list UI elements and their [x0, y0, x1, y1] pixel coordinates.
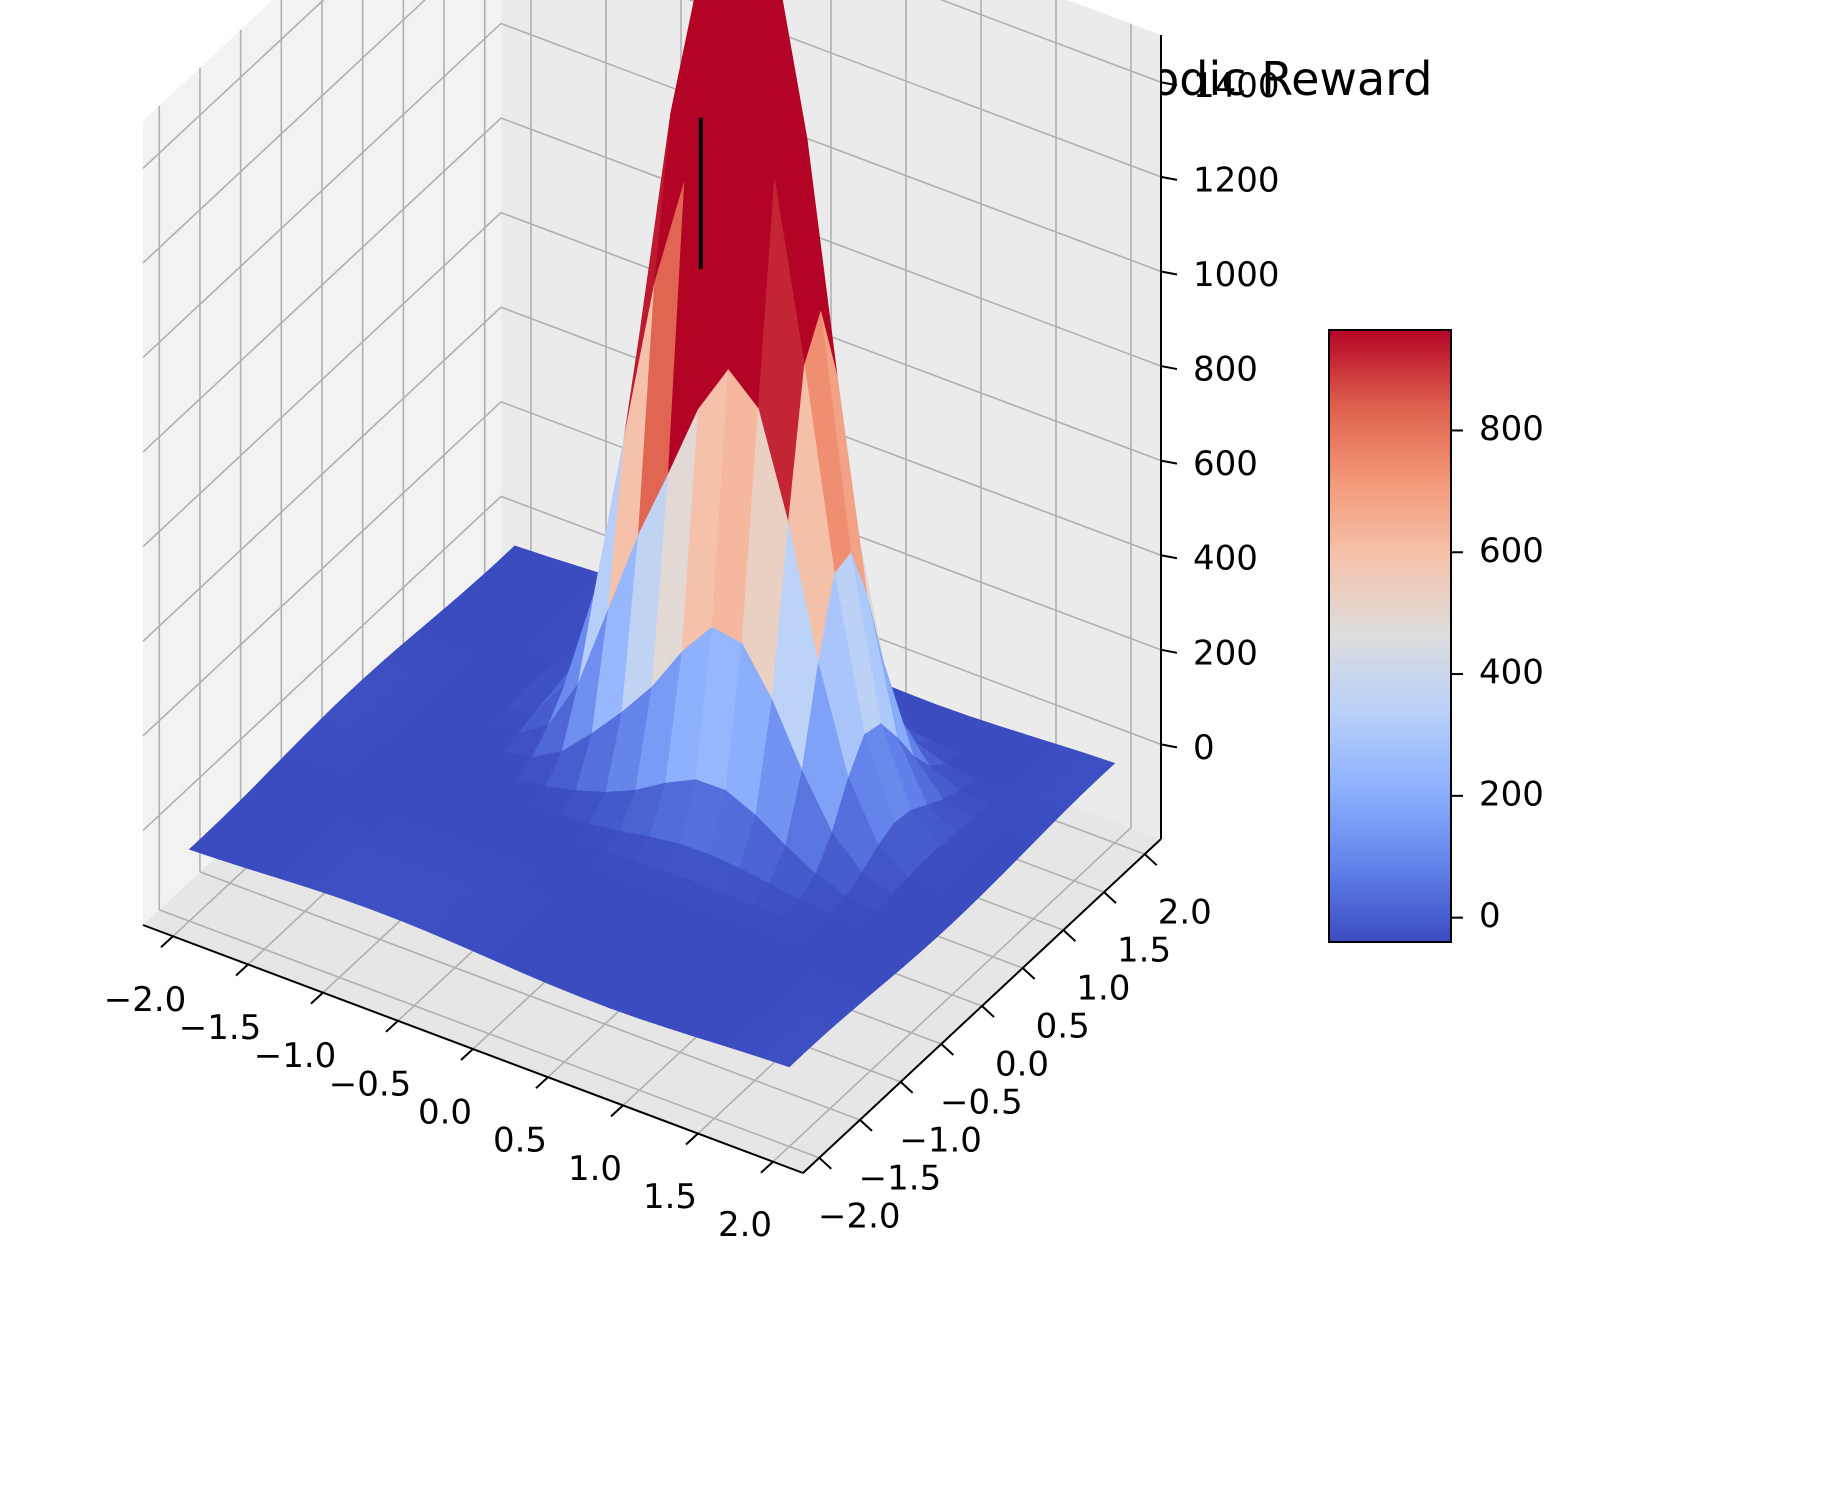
y-tick-label: 0.0: [995, 1045, 1049, 1085]
gridline-back-z: [500, 117, 1162, 367]
gridline-left-z: [142, 401, 502, 737]
y-tick-mark: [1062, 929, 1077, 942]
z-tick-mark: [1160, 459, 1178, 465]
z-tick-label: 200: [1193, 633, 1258, 673]
x-tick-label: −2.0: [104, 980, 187, 1020]
y-tick-label: 1.5: [1117, 931, 1171, 971]
gridline-floor-y: [158, 909, 820, 1159]
y-tick-label: −1.0: [899, 1120, 982, 1160]
x-tick-label: 0.5: [493, 1121, 547, 1161]
z-tick-mark: [1160, 554, 1178, 560]
y-tick-mark: [1103, 891, 1117, 904]
z-tick-mark: [1160, 270, 1178, 276]
x-tick-mark: [385, 1020, 399, 1033]
x-tick-label: 0.0: [418, 1093, 472, 1133]
x-tick-label: −0.5: [329, 1064, 412, 1104]
colorbar-gradient: [1328, 329, 1452, 943]
colorbar-tick-label: 200: [1479, 774, 1544, 814]
z-tick-mark: [1160, 81, 1178, 87]
gridline-left-z: [142, 117, 502, 453]
colorbar: 0 200 400 600 800: [1328, 329, 1544, 943]
x-tick-mark: [535, 1076, 549, 1089]
x-tick-mark: [685, 1132, 699, 1146]
y-tick-label: 0.5: [1036, 1007, 1090, 1047]
z-tick-label: 400: [1193, 539, 1258, 579]
x-tick-label: 1.5: [643, 1177, 697, 1217]
y-axis-ticks: −2.0−1.5−1.0−0.50.00.51.01.52.0: [818, 853, 1212, 1236]
z-tick-label: 1200: [1193, 160, 1280, 200]
colorbar-tick-label: 600: [1479, 531, 1544, 571]
gridline-left-z: [142, 0, 426, 264]
z-tick-mark: [1160, 175, 1178, 181]
z-tick-label: 0: [1193, 728, 1215, 768]
y-tick-mark: [1022, 967, 1036, 980]
gridline-left-z: [142, 0, 325, 169]
z-tick-label: 1400: [1193, 66, 1280, 106]
x-tick-label: −1.5: [179, 1008, 262, 1048]
y-tick-label: 2.0: [1158, 893, 1212, 933]
z-tick-mark: [1160, 743, 1178, 749]
gridline-floor-y: [199, 871, 861, 1121]
surface-mesh: [188, 0, 1116, 1068]
x-tick-mark: [760, 1160, 774, 1174]
z-tick-label: 800: [1193, 350, 1258, 390]
y-tick-mark: [859, 1119, 873, 1132]
x-tick-label: 2.0: [718, 1205, 772, 1245]
z-tick-mark: [1160, 365, 1178, 371]
x-tick-mark: [160, 935, 174, 949]
y-tick-label: 1.0: [1076, 969, 1130, 1009]
x-tick-mark: [460, 1048, 474, 1061]
x-tick-mark: [610, 1104, 624, 1118]
gridline-back-z: [500, 22, 1162, 273]
y-tick-label: −2.0: [818, 1196, 901, 1236]
z-tick-label: 600: [1193, 444, 1258, 484]
gridline-left-z: [142, 306, 502, 642]
y-tick-mark: [818, 1157, 832, 1170]
z-tick-label: 1000: [1193, 255, 1280, 295]
x-axis-ticks: −2.0−1.5−1.0−0.50.0 0.5 1.0 1.5 2.0: [104, 935, 774, 1245]
gridline-back-z: [687, 0, 1162, 178]
x-tick-mark: [310, 991, 324, 1005]
x-tick-label: 1.0: [568, 1149, 622, 1189]
colorbar-tick-label: 800: [1479, 409, 1544, 449]
x-tick-label: −1.0: [254, 1036, 337, 1076]
y-tick-label: −1.5: [859, 1158, 942, 1198]
z-tick-mark: [1160, 648, 1178, 654]
z-axis-ticks: 0 200 400 600 800 1000 1200 1400: [1160, 66, 1280, 768]
gridline-left-z: [142, 495, 502, 831]
gridline-left-z: [142, 212, 502, 548]
y-tick-mark: [981, 1005, 995, 1018]
surface-face: [758, 1041, 807, 1068]
x-tick-mark: [235, 963, 249, 977]
y-tick-mark: [899, 1081, 914, 1094]
gridline-back-z: [939, 0, 1162, 84]
y-tick-mark: [940, 1043, 954, 1056]
colorbar-tick-label: 400: [1479, 653, 1544, 693]
y-tick-label: −0.5: [940, 1082, 1023, 1122]
y-tick-mark: [1144, 853, 1158, 866]
colorbar-tick-label: 0: [1479, 896, 1501, 936]
gridline-left-z: [142, 22, 502, 359]
